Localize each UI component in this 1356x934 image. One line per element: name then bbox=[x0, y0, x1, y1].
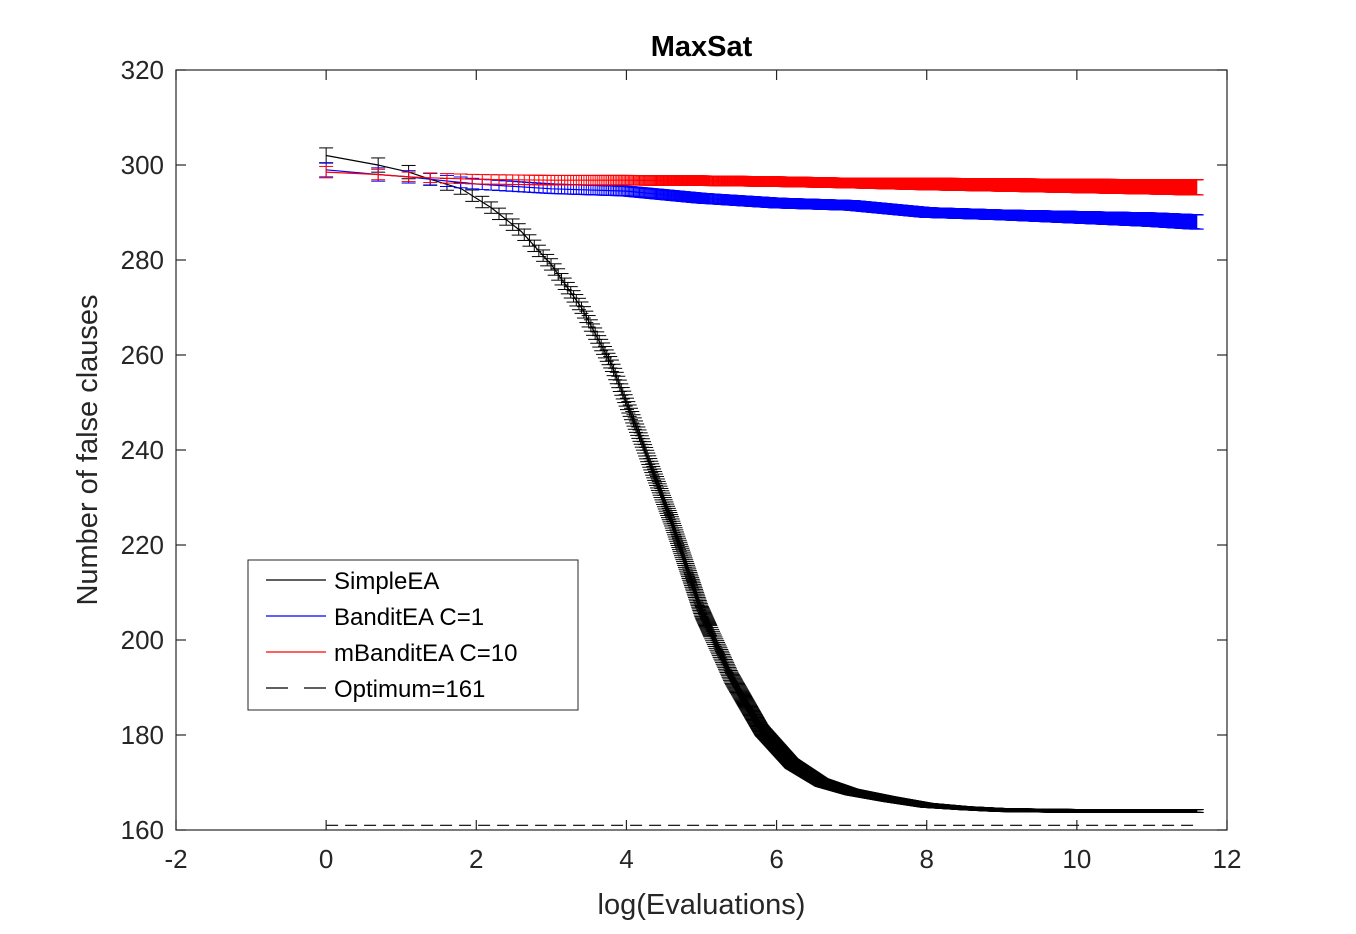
series-simpleea bbox=[319, 147, 1204, 813]
series-layer bbox=[319, 147, 1204, 826]
series-banditea-c-1 bbox=[319, 162, 1204, 230]
